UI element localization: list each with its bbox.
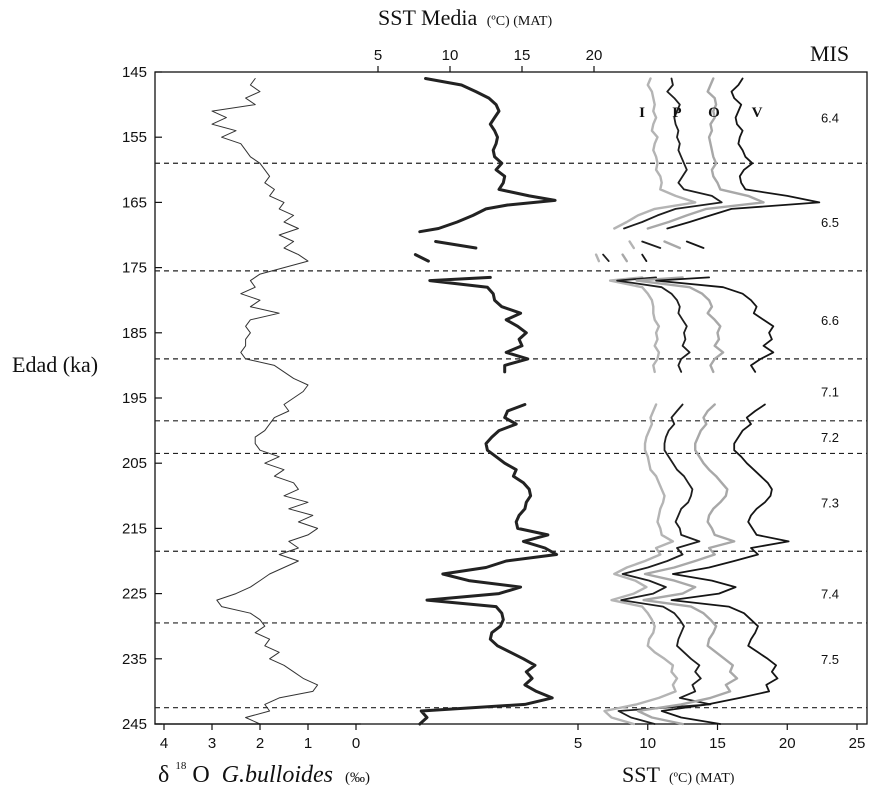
top-axis-title: SST Media (ºC) (MAT) — [378, 5, 552, 30]
sst-axis-title-main: SST — [622, 762, 660, 787]
y-tick-label: 185 — [122, 325, 147, 342]
top-tick-label: 5 — [374, 47, 382, 64]
y-axis-title: Edad (ka) — [12, 352, 98, 377]
y-tick-label: 165 — [122, 194, 147, 211]
mis-stage-label: 7.4 — [821, 587, 839, 602]
y-tick-label: 235 — [122, 651, 147, 668]
series-line-d18o — [211, 78, 319, 725]
y-tick-label: 215 — [122, 520, 147, 537]
y-tick-label: 245 — [122, 716, 147, 733]
season-label: P — [672, 105, 681, 121]
top-axis-title-main: SST Media — [378, 5, 477, 30]
series-group — [211, 77, 821, 726]
mis-header: MIS — [810, 41, 849, 66]
y-tick-label: 175 — [122, 260, 147, 277]
sst-tick-label: 10 — [639, 735, 656, 752]
series-line-sst_media — [413, 77, 559, 726]
d18o-tick-label: 0 — [352, 735, 360, 752]
y-tick-label: 155 — [122, 129, 147, 146]
top-axis-title-units: (ºC) (MAT) — [487, 14, 553, 29]
d18o-tick-label: 3 — [208, 735, 216, 752]
sst-tick-label: 20 — [779, 735, 796, 752]
d18o-title-sup: 18 — [175, 760, 187, 772]
sst-axis-title: SST (ºC) (MAT) — [622, 762, 735, 787]
series-line-sst_O — [621, 77, 765, 726]
mis-stage-label: 6.6 — [821, 313, 839, 328]
sst-tick-label: 25 — [849, 735, 866, 752]
series-line-sst_P — [602, 77, 723, 725]
y-axis-ticks: 145 155 165 175 185 195 205 215 225 235 245 — [122, 64, 162, 733]
season-label: O — [708, 105, 720, 121]
y-tick-label: 205 — [122, 455, 147, 472]
d18o-title-o: O — [192, 762, 209, 788]
mis-stage-label: 7.2 — [821, 430, 839, 445]
mis-stage-label: 6.4 — [821, 111, 839, 126]
sst-axis-ticks: 5 10 15 20 25 — [574, 724, 866, 752]
series-line-sst_I — [594, 77, 697, 726]
sst-tick-label: 5 — [574, 735, 582, 752]
d18o-title-species: G.bulloides — [222, 762, 333, 788]
top-tick-label: 10 — [442, 47, 459, 64]
season-label: I — [639, 105, 645, 121]
top-axis-ticks: 5 10 15 20 — [374, 47, 603, 72]
d18o-tick-label: 2 — [256, 735, 264, 752]
d18o-title-units: (‰) — [345, 770, 370, 786]
mis-labels: 6.4 6.5 6.6 7.1 7.2 7.3 7.4 7.5 — [821, 111, 839, 667]
y-tick-label: 145 — [122, 64, 147, 81]
y-tick-label: 225 — [122, 586, 147, 603]
mis-stage-label: 6.5 — [821, 215, 839, 230]
mis-stage-label: 7.5 — [821, 652, 839, 667]
mis-stage-label: 7.3 — [821, 495, 839, 510]
mis-stage-label: 7.1 — [821, 384, 839, 399]
d18o-tick-label: 1 — [304, 735, 312, 752]
plot-frame — [154, 71, 868, 725]
series-line-sst_V — [641, 77, 821, 725]
sst-tick-label: 15 — [709, 735, 726, 752]
d18o-axis-title: δ 18 O G.bulloides (‰) — [158, 749, 370, 788]
season-label: V — [752, 105, 763, 121]
top-tick-label: 15 — [514, 47, 531, 64]
y-tick-label: 195 — [122, 390, 147, 407]
d18o-axis-ticks: 4 3 2 1 0 — [154, 723, 361, 752]
d18o-tick-label: 4 — [160, 735, 168, 752]
mis-boundaries — [155, 162, 867, 709]
top-tick-label: 20 — [586, 47, 603, 64]
d18o-title-delta: δ — [158, 762, 169, 788]
sst-axis-title-units: (ºC) (MAT) — [669, 771, 735, 786]
